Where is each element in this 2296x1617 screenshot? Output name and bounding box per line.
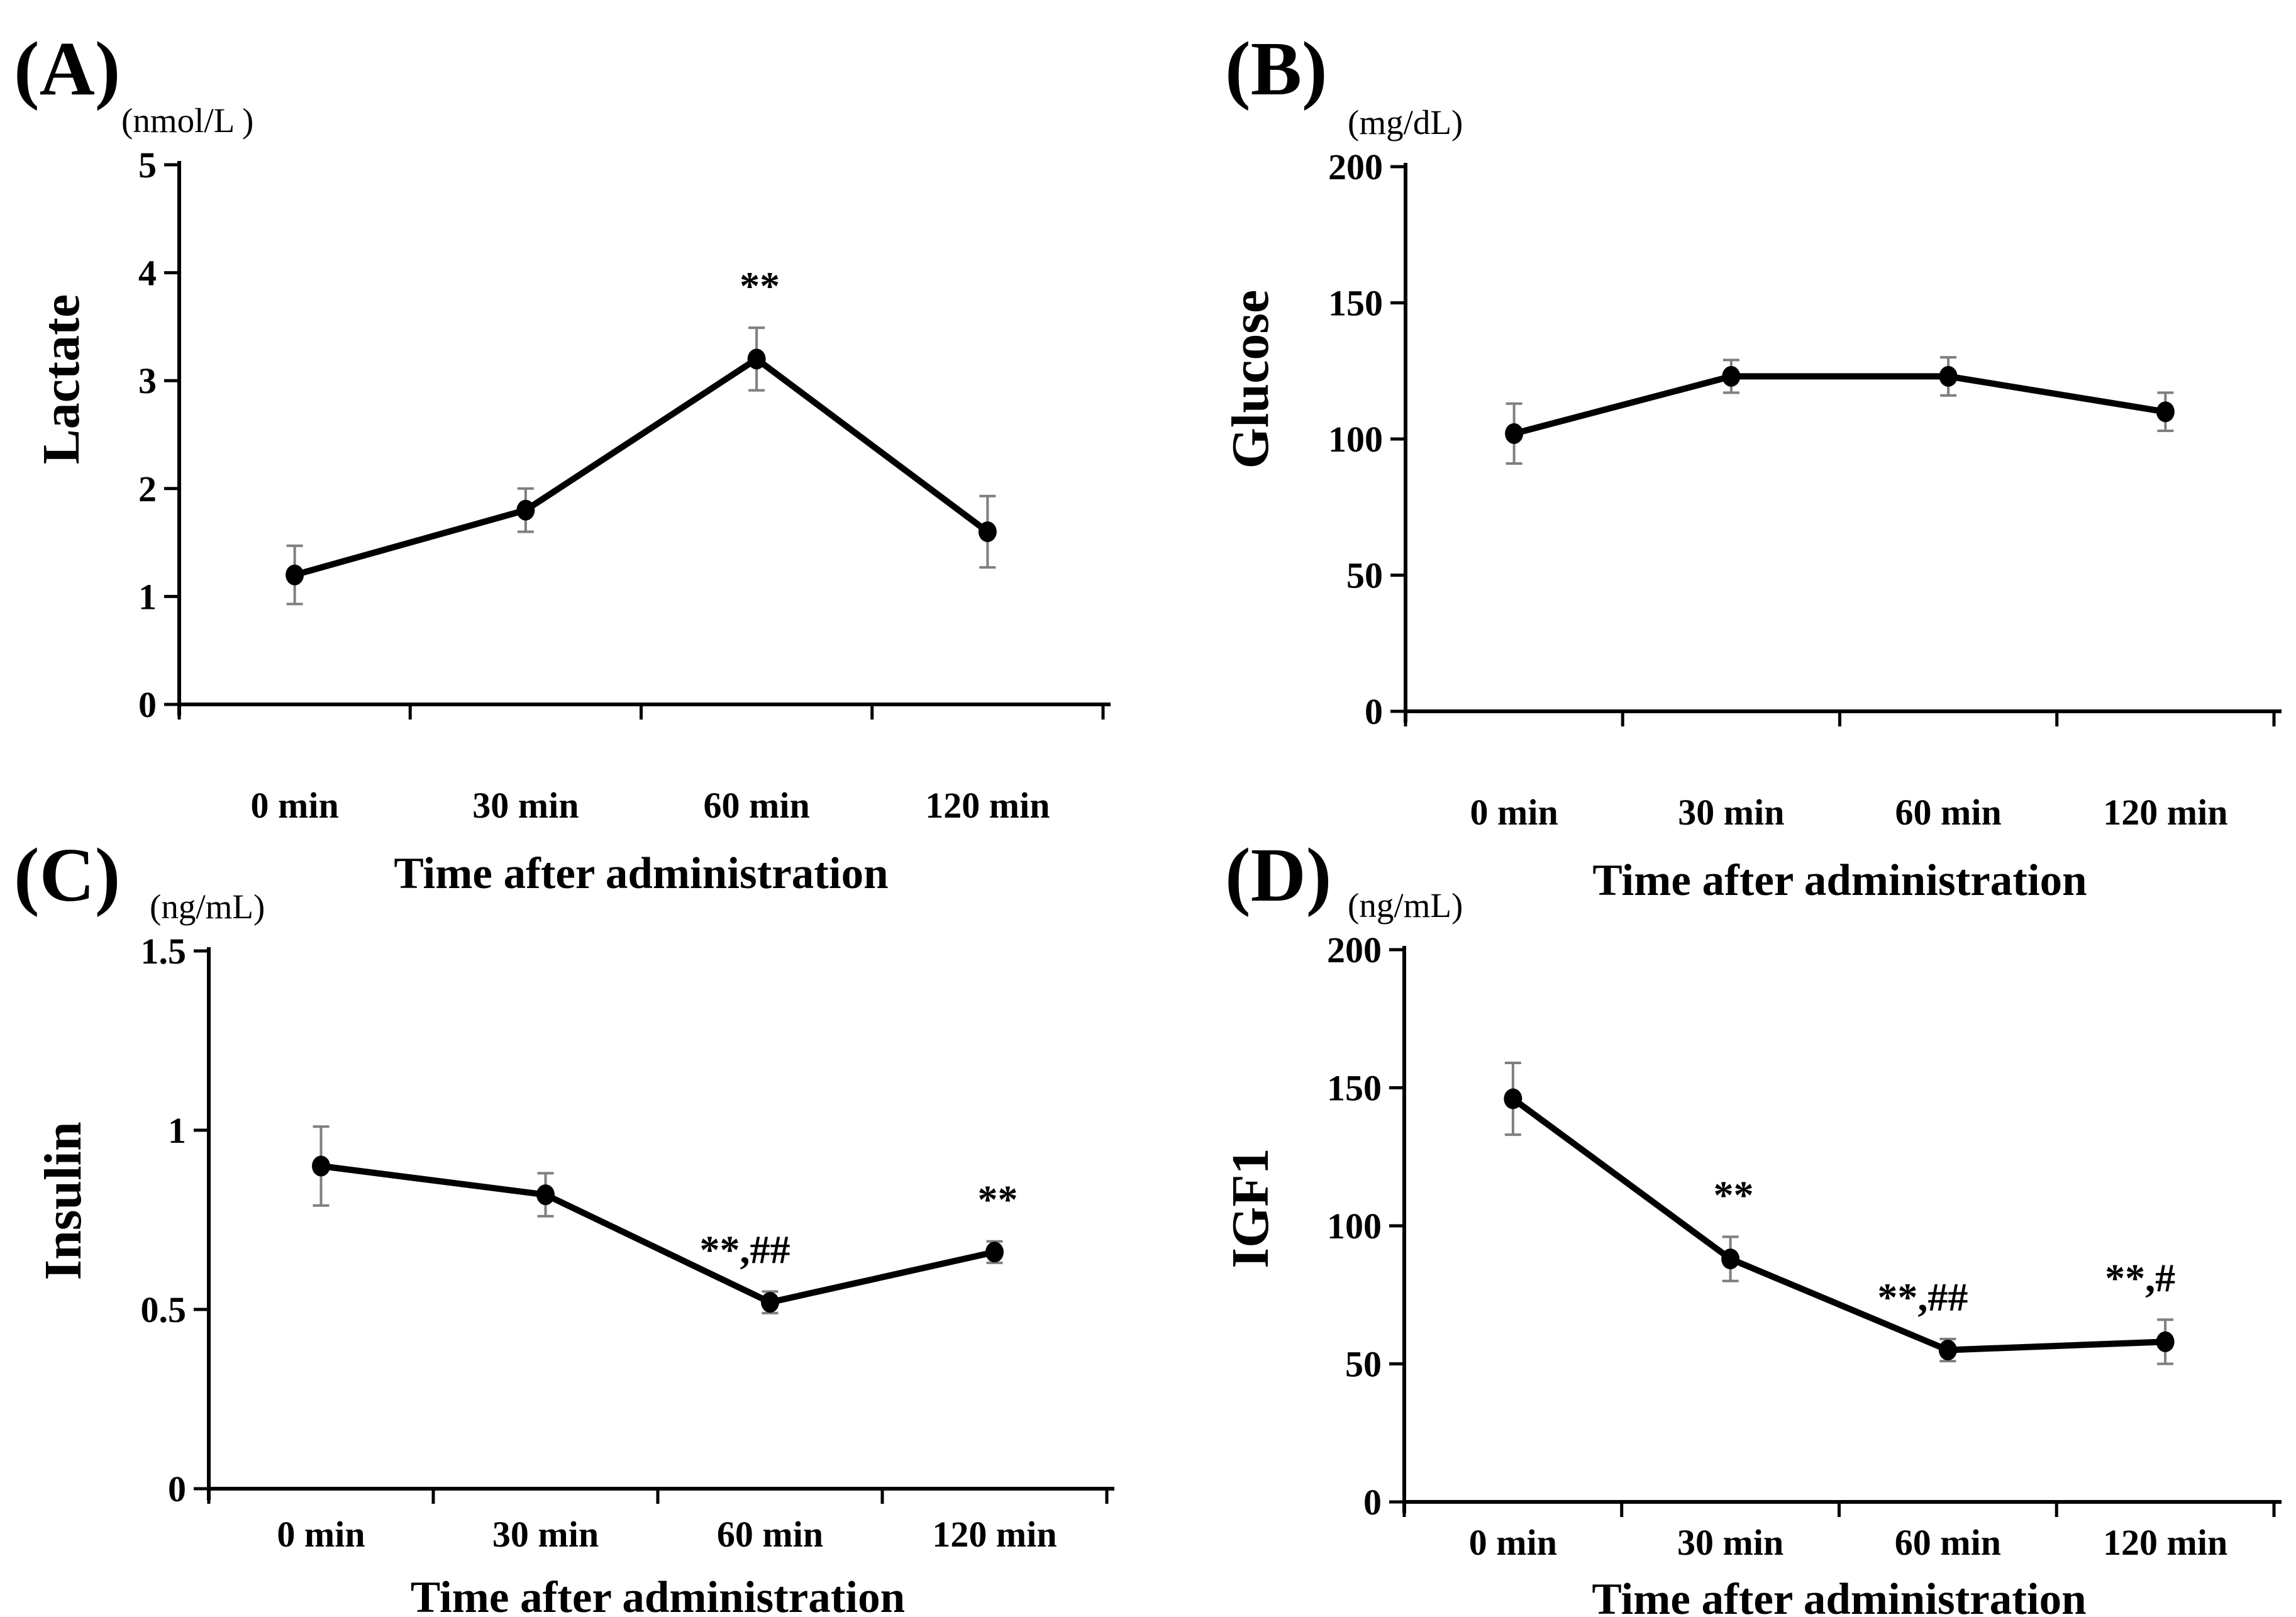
y-axis-unit-label: (nmol/L ) bbox=[121, 101, 253, 140]
data-line bbox=[294, 355, 990, 578]
y-tick-label: 1 bbox=[168, 1110, 186, 1151]
significance-annotation: ** bbox=[978, 1177, 1018, 1222]
data-line bbox=[320, 1163, 995, 1306]
y-axis-title: Lactate bbox=[32, 294, 91, 465]
y-tick-label: 2 bbox=[138, 469, 157, 509]
x-axis-title: Time after administration bbox=[1592, 856, 2087, 905]
panel-B: (B) (mg/dL) Glucose 0 50 100 150 200 0 min 30 min… bbox=[1221, 26, 2282, 905]
y-tick-label: 100 bbox=[1328, 419, 1383, 460]
significance-annotation: ** bbox=[1714, 1173, 1754, 1218]
data-point-marker bbox=[985, 1242, 1004, 1263]
data-point-marker bbox=[978, 521, 997, 542]
x-category-label: 120 min bbox=[925, 785, 1050, 826]
data-point-marker bbox=[747, 348, 766, 370]
y-axis-unit-label: (mg/dL) bbox=[1348, 103, 1463, 142]
y-tick-label: 0 bbox=[1363, 1482, 1382, 1523]
data-point-marker bbox=[1505, 423, 1524, 444]
panel-C: (C) (ng/mL) Insulin 0 0.5 1 1.5 0 min 30 min 60 m… bbox=[14, 833, 1114, 1617]
x-category-label: 30 min bbox=[1678, 792, 1784, 833]
panel-D: (D) (ng/mL) IGF1 0 50 100 150 200 0 min 30 min 60 … bbox=[1221, 833, 2282, 1617]
data-point-marker bbox=[516, 499, 535, 521]
y-tick-label: 200 bbox=[1327, 930, 1382, 970]
x-category-label: 60 min bbox=[717, 1514, 823, 1555]
y-axis-unit-label: (ng/mL) bbox=[1348, 886, 1463, 925]
data-point-marker bbox=[761, 1292, 779, 1313]
y-tick-label: 0 bbox=[168, 1469, 186, 1509]
data-point-marker bbox=[312, 1155, 330, 1177]
panel-letter: (C) bbox=[14, 833, 120, 918]
significance-annotation: **,# bbox=[2105, 1255, 2175, 1300]
data-point-marker bbox=[536, 1184, 555, 1206]
data-line bbox=[1513, 373, 2166, 437]
y-tick-label: 5 bbox=[138, 145, 157, 186]
x-axis-title: Time after administration bbox=[1592, 1575, 2086, 1617]
significance-annotation: **,## bbox=[1877, 1275, 1968, 1320]
x-category-label: 30 min bbox=[1677, 1522, 1783, 1563]
x-axis-title: Time after administration bbox=[394, 849, 888, 898]
y-tick-label: 1 bbox=[138, 576, 157, 617]
x-category-label: 0 min bbox=[277, 1514, 365, 1555]
x-category-label: 60 min bbox=[704, 785, 810, 826]
y-tick-label: 100 bbox=[1327, 1206, 1382, 1247]
y-tick-label: 0.5 bbox=[141, 1289, 187, 1330]
panel-letter: (B) bbox=[1225, 26, 1328, 111]
x-category-label: 30 min bbox=[472, 785, 579, 826]
y-tick-label: 150 bbox=[1328, 283, 1383, 324]
y-axis-title: Insulin bbox=[34, 1121, 92, 1280]
x-category-label: 0 min bbox=[1469, 1522, 1557, 1563]
data-line bbox=[1511, 1096, 2166, 1353]
y-tick-label: 0 bbox=[1365, 691, 1383, 732]
data-point-marker bbox=[1938, 1340, 1957, 1361]
significance-annotation: **,## bbox=[700, 1228, 790, 1272]
data-point-marker bbox=[1939, 365, 1958, 387]
x-category-label: 120 min bbox=[2103, 1522, 2227, 1563]
x-category-label: 60 min bbox=[1895, 1522, 2001, 1563]
panel-letter: (D) bbox=[1225, 833, 1331, 918]
x-category-label: 120 min bbox=[932, 1514, 1056, 1555]
data-point-marker bbox=[2156, 401, 2175, 423]
x-category-label: 0 min bbox=[251, 785, 339, 826]
y-tick-label: 0 bbox=[138, 684, 157, 725]
y-tick-label: 3 bbox=[138, 360, 157, 401]
data-point-marker bbox=[1504, 1088, 1522, 1109]
x-category-label: 30 min bbox=[492, 1514, 599, 1555]
y-axis-title: IGF1 bbox=[1221, 1148, 1280, 1268]
y-axis-unit-label: (ng/mL) bbox=[150, 887, 265, 926]
data-point-marker bbox=[1722, 365, 1741, 387]
x-category-label: 0 min bbox=[1470, 792, 1558, 833]
y-tick-label: 200 bbox=[1328, 147, 1383, 187]
data-point-marker bbox=[1721, 1248, 1740, 1270]
x-category-label: 60 min bbox=[1895, 792, 2002, 833]
y-tick-label: 150 bbox=[1327, 1068, 1382, 1109]
y-tick-label: 4 bbox=[138, 253, 157, 294]
data-point-marker bbox=[286, 564, 304, 586]
significance-annotation: ** bbox=[740, 264, 780, 308]
panel-A: (A)(nmol/L ) Lactate 0 1 2 3 4 5 0 min 30 min 60 m… bbox=[14, 26, 1111, 898]
x-category-label: 120 min bbox=[2103, 792, 2227, 833]
y-tick-label: 50 bbox=[1345, 1344, 1382, 1385]
y-tick-label: 1.5 bbox=[141, 931, 187, 972]
panel-letter: (A) bbox=[14, 26, 120, 111]
data-point-marker bbox=[2156, 1331, 2175, 1352]
y-tick-label: 50 bbox=[1346, 555, 1383, 596]
x-axis-title: Time after administration bbox=[411, 1573, 905, 1617]
y-axis-title: Glucose bbox=[1221, 290, 1280, 469]
